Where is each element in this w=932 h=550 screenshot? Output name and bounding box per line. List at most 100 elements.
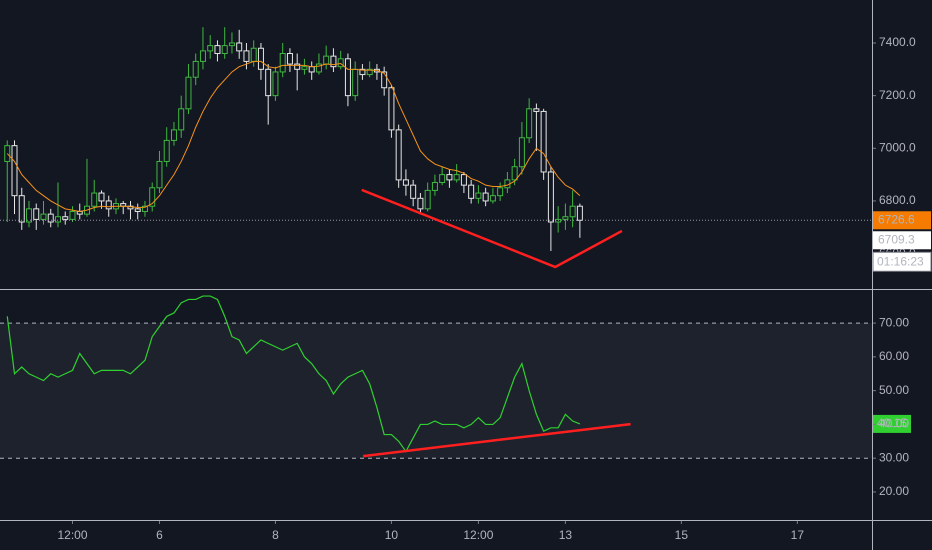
candle-body [439,174,446,184]
candle-body [199,50,206,62]
candle-body [359,68,366,76]
last-price-badge [873,211,931,230]
candle-body [395,129,402,181]
countdown-label: 01:16:23 [877,254,924,268]
candle-body [576,205,583,221]
x-tick-label: 15 [675,528,689,542]
moving-average [6,60,581,212]
candle-body [228,42,235,47]
candle-body [105,200,112,210]
candle-body [562,216,569,220]
candle-body [18,195,25,223]
candle-body [518,137,525,168]
candle-body [475,192,482,199]
candle-body [69,210,76,220]
price-pane [0,27,872,269]
candle-body [127,205,134,210]
candle-body [11,145,18,197]
candle-body [207,45,214,52]
rsi-pane [0,295,872,459]
candle-body [540,110,547,173]
candle-body [330,55,337,68]
candle-body [91,192,98,207]
candle-body [214,45,221,55]
candle-body [294,63,301,70]
candle-body [33,208,40,220]
candle-body [446,174,453,181]
candle-body [511,166,518,181]
candle-body [569,205,576,218]
candle-body [257,47,264,70]
candle-body [236,42,243,52]
y-tick-label: 20.00 [879,484,909,498]
candle-body [265,68,272,97]
candle-body [149,187,156,207]
candle-body [4,145,11,162]
price-badge [873,231,931,250]
rsi-badge [873,414,911,433]
band-fill [0,323,872,459]
candle-body [250,47,257,62]
candle-body [170,129,177,141]
candle-body [337,58,344,68]
candle-body [25,208,32,223]
candle-body [192,60,199,78]
x-tick-label: 17 [791,528,805,542]
x-tick-label: 13 [559,528,573,542]
x-tick-label: 8 [272,528,279,542]
x-tick-label: 12:00 [57,528,87,542]
y-tick-label: 50.00 [879,383,909,397]
candle-body [497,187,504,197]
y-tick-label: 40.00 [879,417,909,431]
candle-body [352,68,359,97]
candle-body [366,68,373,76]
candle-body [141,205,148,212]
candle-body [410,184,417,199]
candle-body [156,160,163,189]
candle-body [308,66,315,73]
candle-body [221,45,228,55]
y-tick-label: 6800.0 [879,193,916,207]
rsi-line [6,295,581,453]
candle-body [185,76,192,110]
candle-body [315,63,322,73]
candle-body [40,213,47,220]
y-tick-label: 7200.0 [879,88,916,102]
candle-body [482,192,489,202]
candle-body [526,108,533,139]
candle-body [323,55,330,65]
candle-body [286,53,293,65]
candle-body [279,53,286,73]
candle-body [272,71,279,97]
candle-body [460,174,467,186]
y-tick-label: 7000.0 [879,140,916,154]
candle-body [344,58,351,97]
x-tick-label: 12:00 [463,528,493,542]
candle-body [468,184,475,199]
x-tick-label: 10 [385,528,399,542]
y-tick-label: 30.00 [879,450,909,464]
candle-body [547,171,554,223]
candle-body [417,197,424,210]
price-badge-label: 6709.3 [878,232,915,246]
candle-body [178,108,185,131]
candle-body [402,179,409,186]
candle-body [431,182,438,191]
candle-body [453,174,460,181]
trendline [363,422,631,458]
candle-body [533,108,540,112]
candle-body [54,216,61,223]
last-price-label: 6726.6 [878,212,915,226]
x-tick-label: 6 [156,528,163,542]
y-tick-label: 60.00 [879,349,909,363]
candle-body [243,50,250,62]
trendline [361,188,623,269]
candle-body [381,71,388,89]
candle-body [388,87,395,131]
y-tick-label: 70.00 [879,315,909,329]
y-tick-label: 7400.0 [879,35,916,49]
candle-body [424,189,431,210]
candle-body [163,139,170,162]
